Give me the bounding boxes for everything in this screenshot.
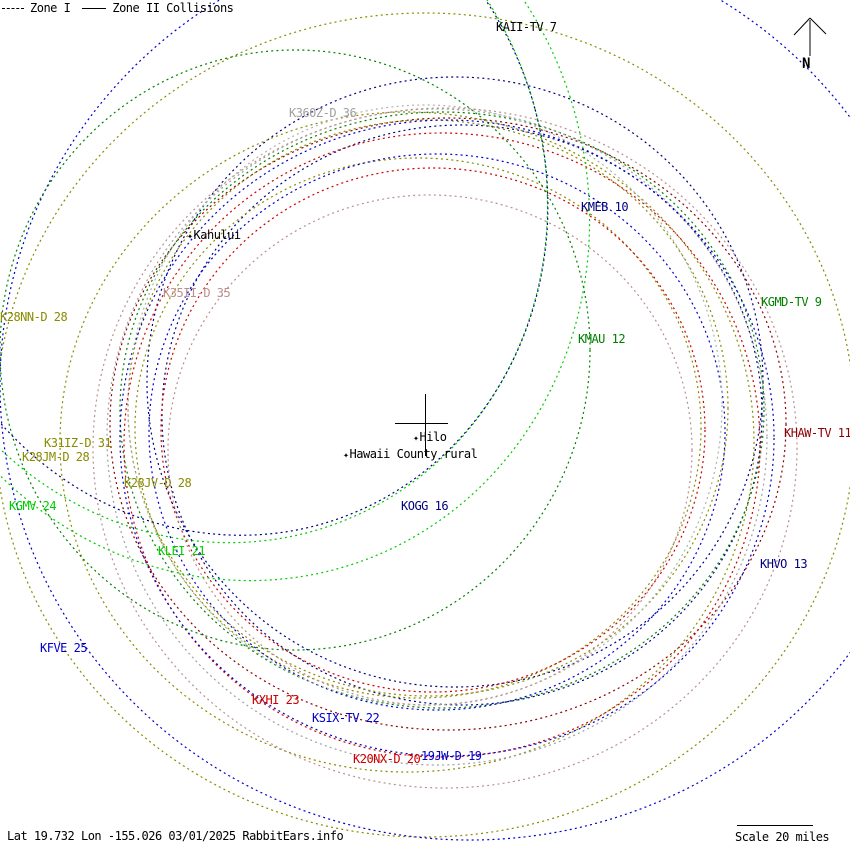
- coverage-contour: [0, 12, 850, 838]
- station-label: K20NX-D 20: [353, 752, 421, 766]
- place-diamond-icon: ✦: [413, 433, 419, 444]
- place-marker: ✦Hawaii County rural: [343, 447, 478, 462]
- station-label: KHVO 13: [760, 557, 808, 571]
- station-label: KAII-TV 7: [496, 20, 557, 34]
- station-label: K28JM-D 28: [22, 450, 90, 464]
- station-label: KGMV 24: [9, 499, 57, 513]
- coverage-contour: [123, 132, 761, 758]
- crosshair-horizontal: [395, 423, 448, 424]
- coverage-contour: [59, 111, 755, 773]
- place-label: Hawaii County rural: [349, 447, 478, 461]
- status-bar: Lat 19.732 Lon -155.026 03/01/2025 Rabbi…: [7, 829, 344, 843]
- station-label: KXHI 23: [252, 693, 300, 707]
- north-compass: N: [780, 12, 840, 74]
- place-marker: ✦Hilo: [413, 430, 447, 445]
- coverage-contour: [127, 119, 729, 697]
- coverage-contour: [134, 157, 702, 699]
- coverage-contour: [148, 153, 726, 711]
- crosshair-vertical: [425, 394, 426, 456]
- station-label: K28JV-D 28: [124, 476, 192, 490]
- place-label: Kahului: [193, 228, 242, 242]
- station-label: K31IZ-D 31: [44, 436, 112, 450]
- place-diamond-icon: ✦: [343, 450, 349, 461]
- coverage-contour: [160, 167, 706, 693]
- coverage-contour: [161, 124, 763, 706]
- station-label: KLEI 21: [158, 544, 206, 558]
- station-label: K360Z-D 36: [289, 106, 357, 120]
- coverage-contour: [119, 111, 765, 709]
- legend-zone1-label: Zone I: [30, 1, 71, 15]
- scale-bar: [737, 825, 813, 826]
- north-label: N: [802, 56, 811, 72]
- north-arrow-icon: [793, 17, 827, 56]
- place-marker: ✦Kahului: [187, 229, 241, 243]
- coverage-contour: [109, 117, 787, 731]
- station-label: KFVE 25: [40, 641, 88, 655]
- coverage-contour: [106, 108, 768, 766]
- zone2-line-sample: [82, 7, 107, 9]
- station-label: KMAU 12: [578, 332, 626, 346]
- zone1-dash-sample: [2, 7, 24, 9]
- scale-label: Scale 20 miles: [735, 830, 830, 844]
- station-label: KMEB 10: [581, 200, 629, 214]
- station-label: KOGG 16: [401, 499, 449, 513]
- coverage-contour: [0, 0, 591, 582]
- place-diamond-icon: ✦: [187, 231, 193, 242]
- coverage-contour: [119, 119, 775, 757]
- station-label: K28NN-D 28: [0, 310, 68, 324]
- station-label: KGMD-TV 9: [761, 295, 822, 309]
- station-label: 19JW-D 19: [421, 749, 482, 763]
- coverage-contour: [0, 0, 549, 536]
- legend: Zone I Zone II Collisions: [2, 1, 234, 15]
- coverage-contour: [0, 0, 549, 544]
- station-label: K35II-D 35: [163, 286, 231, 300]
- coverage-contour: [0, 49, 591, 651]
- station-label: KSIX-TV 22: [312, 711, 380, 725]
- place-label: Hilo: [419, 430, 447, 444]
- coverage-contour: [92, 107, 798, 789]
- legend-zone2-label: Zone II Collisions: [112, 1, 234, 15]
- station-label: KHAW-TV 11: [784, 426, 850, 440]
- coverage-contour: [167, 194, 693, 706]
